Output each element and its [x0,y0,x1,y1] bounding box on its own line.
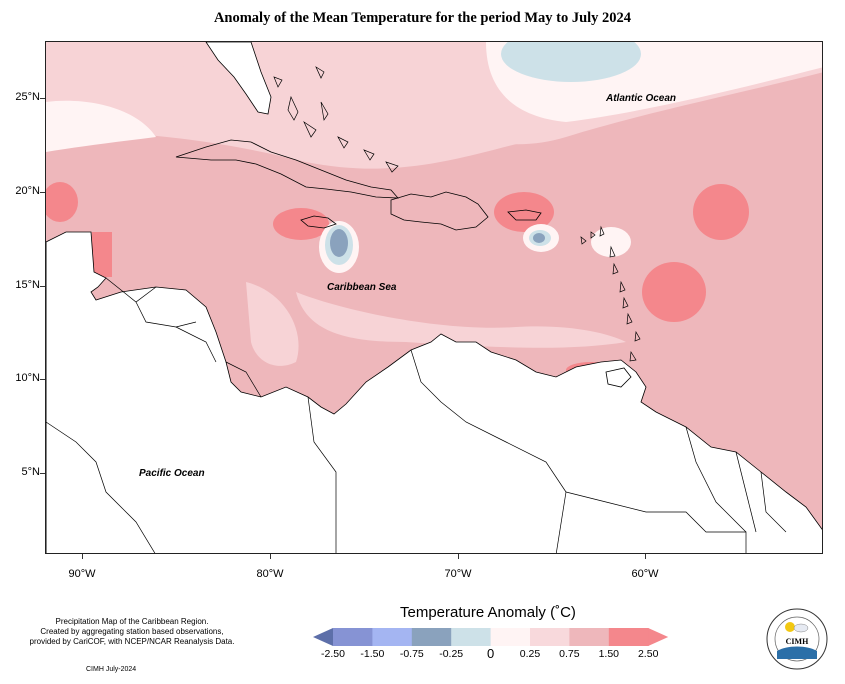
color-legend [313,628,683,653]
label-caribbean-sea: Caribbean Sea [327,282,397,293]
lat-tick-20: 20°N [15,185,40,197]
land-cuba [175,139,399,199]
legend-arrow-right [648,628,669,646]
land-bahamas [273,66,399,173]
warm-patch-west [46,182,78,222]
lat-tick-15: 15°N [15,279,40,291]
legend-swatch [608,628,649,646]
lat-tick-5: 5°N [21,466,40,478]
note-line-1: Precipitation Map of the Caribbean Regio… [55,617,209,626]
legend-tick-label: 1.50 [598,648,620,660]
legend-tick-label: -2.50 [321,648,345,660]
gulf-light-patch [46,100,156,152]
warm-patch-jamaica [273,208,329,240]
land-central-south-america [46,231,822,553]
land-florida [205,42,272,115]
label-pacific-ocean: Pacific Ocean [139,468,205,479]
legend-tick-label: -0.25 [439,648,464,660]
lat-tick-10: 10°N [15,372,40,384]
legend-swatch [530,628,570,646]
land-lesser-antilles [580,225,641,362]
map-notes: Precipitation Map of the Caribbean Regio… [12,617,252,647]
legend-swatch [372,628,413,646]
cool-patch-north [501,42,641,82]
warm-patch-belize [92,232,112,277]
legend-swatch [490,628,531,646]
note-line-2: Created by aggregating station based obs… [40,627,224,636]
lat-tick-25: 25°N [15,91,40,103]
legend-colorbar [313,628,669,646]
note-date: CIMH July-2024 [86,666,137,673]
cimh-logo-icon: CIMH [766,608,828,670]
legend-tick-label: 2.50 [637,648,659,660]
legend-swatch [333,628,373,646]
warm-patch-atlantic-2 [642,262,706,322]
lon-tick-80: 80°W [256,568,284,580]
cool-core-jamaica [330,229,348,257]
land-trinidad [605,367,632,388]
label-atlantic-ocean: Atlantic Ocean [606,93,677,104]
warm-patch-puerto-rico [494,192,554,232]
legend-arrow-left [313,628,333,646]
legend-swatch [411,628,452,646]
legend-swatch [569,628,610,646]
legend-tick-label: 0.25 [519,648,541,660]
land-hispaniola [390,191,489,231]
note-line-3: provided by CariCOF, with NCEP/NCAR Rean… [29,637,235,646]
cimh-logo: CIMH [765,607,829,671]
cool-core-puerto-rico [533,233,545,243]
legend-tick-label: -1.50 [360,648,385,660]
legend-tick-label: 0.75 [559,648,580,660]
warm-patch-atlantic-1 [693,184,749,240]
legend-tick-label: 0 [486,646,495,661]
anomaly-map [46,42,822,553]
svg-text:CIMH: CIMH [786,637,809,646]
land-puerto-rico [507,209,542,221]
legend-title: Temperature Anomaly (˚C) [400,604,576,621]
land-jamaica [300,215,337,229]
legend-swatch [451,628,492,646]
lon-tick-60: 60°W [631,568,659,580]
anomaly-lighter-strip [296,292,626,348]
legend-tick-label: -0.75 [399,648,424,660]
lon-tick-90: 90°W [68,568,96,580]
map-title: Anomaly of the Mean Temperature for the … [213,10,632,26]
map-area: Atlantic Ocean Caribbean Sea Pacific Oce… [45,41,823,554]
lon-tick-70: 70°W [444,568,472,580]
country-borders [46,277,787,553]
